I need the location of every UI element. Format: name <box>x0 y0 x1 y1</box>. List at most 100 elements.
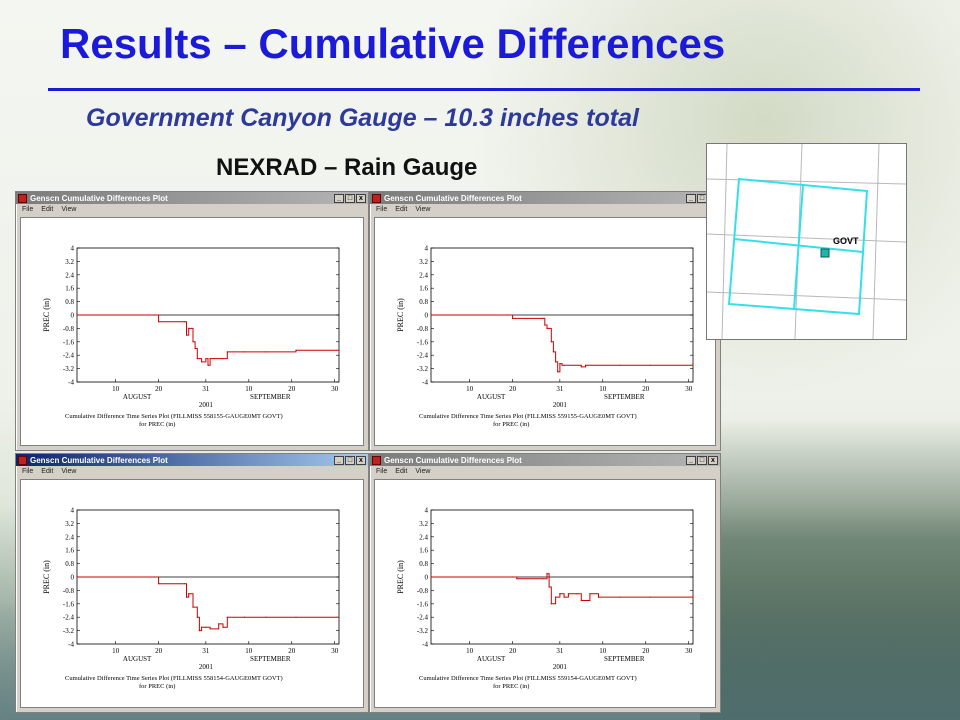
close-button[interactable]: x <box>708 455 718 465</box>
x-tick-label: 30 <box>331 647 339 655</box>
window-controls: _□x <box>334 193 366 203</box>
data-point <box>512 576 514 578</box>
plot-caption-line1: Cumulative Difference Time Series Plot (… <box>65 413 283 420</box>
x-tick-label: 30 <box>685 385 693 393</box>
window-titlebar[interactable]: Genscn Cumulative Differences Plot _□x <box>16 454 368 466</box>
data-point <box>430 314 432 316</box>
menu-item-view[interactable]: View <box>415 468 431 475</box>
app-icon <box>18 455 27 465</box>
data-point <box>209 628 211 630</box>
data-point <box>580 599 582 602</box>
data-point <box>205 357 207 360</box>
x-tick-label: 20 <box>509 647 517 655</box>
data-point <box>567 593 570 595</box>
y-tick-label: 1.6 <box>65 547 74 555</box>
data-point <box>649 596 651 598</box>
window-title: Genscn Cumulative Differences Plot <box>384 193 522 203</box>
window-titlebar[interactable]: Genscn Cumulative Differences Plot_□x <box>370 454 720 466</box>
plot-window-2[interactable]: Genscn Cumulative Differences Plot_□xFil… <box>369 191 721 451</box>
data-point <box>692 594 694 597</box>
plot-window-3[interactable]: Genscn Cumulative Differences Plot _ □ x Fil… <box>15 453 369 713</box>
window-titlebar[interactable]: Genscn Cumulative Differences Plot_□x <box>16 192 368 204</box>
menu-item-file[interactable]: File <box>376 206 388 213</box>
data-point <box>589 593 591 595</box>
menu-item-file[interactable]: File <box>376 468 388 475</box>
plot-canvas: 4 3.2 2.4 1.6 0.8 0 -0.8 -1.6 -2.4 -3.2 -4 10 20 31 10… <box>20 217 364 446</box>
plot-canvas: 4 3.2 2.4 1.6 0.8 0 -0.8 -1.6 -2.4 -3.2 -4 10 20 31 10… <box>20 479 364 708</box>
menu-item-file[interactable]: File <box>22 468 34 475</box>
data-point <box>243 351 246 353</box>
maximize-button[interactable]: □ <box>345 193 355 203</box>
data-point <box>265 351 267 353</box>
menu-item-view[interactable]: View <box>61 206 77 213</box>
y-tick-label: 0 <box>71 574 75 582</box>
x-tick-label: 31 <box>556 385 564 393</box>
window-title: Genscn Cumulative Differences Plot <box>30 455 168 465</box>
close-button[interactable]: x <box>356 193 366 203</box>
minimize-button[interactable]: _ <box>686 193 696 203</box>
y-tick-label: 2.4 <box>419 271 428 279</box>
minimize-button[interactable]: _ <box>686 455 696 465</box>
menu-item-edit[interactable]: Edit <box>41 206 54 213</box>
y-tick-label: 1.6 <box>65 285 74 293</box>
minimize-button[interactable]: _ <box>334 193 344 203</box>
window-controls: _□x <box>686 455 718 465</box>
x-tick-label: 20 <box>155 385 163 393</box>
data-point <box>76 314 78 316</box>
y-tick-label: 0 <box>425 574 429 582</box>
y-tick-label: -3.2 <box>417 627 429 635</box>
y-tick-label: -0.8 <box>417 587 429 595</box>
y-tick-label: -0.8 <box>63 587 75 595</box>
minimize-button[interactable]: _ <box>334 455 344 465</box>
y-axis-label: PREC (in) <box>42 560 51 594</box>
maximize-button[interactable]: □ <box>697 455 707 465</box>
data-point <box>185 334 188 336</box>
menu-item-edit[interactable]: Edit <box>395 206 408 213</box>
menu-item-view[interactable]: View <box>61 468 77 475</box>
menu-item-edit[interactable]: Edit <box>41 468 54 475</box>
data-point <box>226 351 228 353</box>
radar-cell-grid <box>727 177 869 316</box>
data-point <box>209 357 211 360</box>
menu-item-file[interactable]: File <box>22 206 34 213</box>
y-tick-label: 3.2 <box>65 258 74 266</box>
x-tick-label: 10 <box>245 647 253 655</box>
series-line <box>77 314 339 366</box>
menu-item-edit[interactable]: Edit <box>395 468 408 475</box>
data-point <box>295 616 297 618</box>
y-tick-label: -4 <box>68 379 74 387</box>
x-tick-label: 31 <box>202 647 210 655</box>
data-point <box>552 351 555 353</box>
data-point <box>295 349 297 351</box>
plot-window-4[interactable]: Genscn Cumulative Differences Plot _ □ x Fil… <box>369 453 721 713</box>
y-tick-label: 4 <box>71 245 75 253</box>
plot-window-1[interactable]: Genscn Cumulative Differences Plot _ □ x Fil… <box>15 191 369 451</box>
plot-caption-line1: Cumulative Difference Time Series Plot (… <box>419 675 637 682</box>
data-point <box>512 317 514 319</box>
data-point <box>649 364 651 366</box>
title-underline <box>48 88 920 91</box>
year-label: 2001 <box>553 401 568 409</box>
data-point <box>561 364 563 366</box>
data-point <box>185 596 188 598</box>
menu-item-view[interactable]: View <box>415 206 431 213</box>
data-point <box>546 327 548 329</box>
data-point <box>153 576 155 578</box>
data-point <box>76 576 78 578</box>
data-point <box>194 347 196 350</box>
x-tick-label: 10 <box>599 385 607 393</box>
month-label-september: SEPTEMBER <box>604 393 645 401</box>
data-point <box>222 626 224 628</box>
window-titlebar[interactable]: Genscn Cumulative Differences Plot_□x <box>370 192 720 204</box>
y-tick-label: -4 <box>68 641 74 649</box>
month-label-august: AUGUST <box>123 655 152 663</box>
close-button[interactable]: x <box>356 455 366 465</box>
data-point <box>222 357 224 360</box>
y-tick-label: 0.8 <box>419 560 428 568</box>
map-svg: GOVT <box>707 144 906 339</box>
x-tick-label: 10 <box>599 647 607 655</box>
x-tick-label: 10 <box>245 385 253 393</box>
data-point <box>576 593 578 595</box>
month-label-september: SEPTEMBER <box>604 655 645 663</box>
maximize-button[interactable]: □ <box>345 455 355 465</box>
